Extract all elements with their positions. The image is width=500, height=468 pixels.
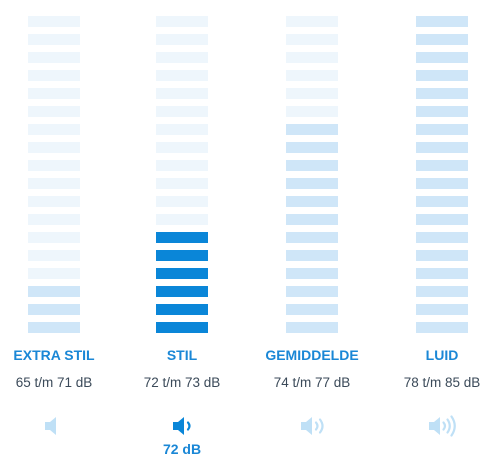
meter-bar bbox=[286, 268, 338, 279]
meter-bar bbox=[416, 16, 468, 27]
level-meter bbox=[156, 16, 208, 340]
meter-bar bbox=[28, 70, 80, 81]
meter-bar bbox=[28, 88, 80, 99]
level-label: LUID bbox=[425, 347, 459, 363]
meter-bar bbox=[156, 160, 208, 171]
meter-bar bbox=[28, 124, 80, 135]
current-reading: 72 dB bbox=[162, 441, 202, 457]
meter-bar bbox=[416, 88, 468, 99]
meter-bar bbox=[416, 232, 468, 243]
meter-bar bbox=[28, 304, 80, 315]
meter-bar bbox=[416, 160, 468, 171]
meter-bar bbox=[28, 106, 80, 117]
meter-bar bbox=[28, 52, 80, 63]
meter-bar-active bbox=[156, 286, 208, 297]
meter-bar bbox=[286, 304, 338, 315]
meter-bar bbox=[286, 286, 338, 297]
meter-bar bbox=[416, 304, 468, 315]
meter-bar bbox=[156, 70, 208, 81]
level-range: 78 t/m 85 dB bbox=[403, 375, 481, 390]
meter-bar bbox=[156, 52, 208, 63]
meter-bar bbox=[28, 322, 80, 333]
meter-bar bbox=[28, 160, 80, 171]
meter-bar bbox=[416, 106, 468, 117]
meter-bar-active bbox=[156, 232, 208, 243]
meter-bar bbox=[28, 16, 80, 27]
meter-bar bbox=[286, 142, 338, 153]
meter-bar bbox=[416, 70, 468, 81]
level-column-stil: STIL 72 t/m 73 dB 72 dB bbox=[128, 0, 258, 468]
level-column-luid: LUID 78 t/m 85 dB bbox=[388, 0, 500, 468]
meter-bar bbox=[416, 178, 468, 189]
meter-bar bbox=[286, 178, 338, 189]
meter-bar bbox=[156, 16, 208, 27]
meter-bar bbox=[156, 34, 208, 45]
meter-bar bbox=[28, 250, 80, 261]
meter-bar bbox=[416, 124, 468, 135]
meter-bar bbox=[286, 160, 338, 171]
meter-bar bbox=[156, 142, 208, 153]
meter-bar bbox=[156, 124, 208, 135]
meter-bar bbox=[28, 286, 80, 297]
meter-bar bbox=[286, 196, 338, 207]
meter-bar bbox=[28, 214, 80, 225]
meter-bar bbox=[286, 214, 338, 225]
level-range: 74 t/m 77 dB bbox=[273, 375, 351, 390]
meter-bar bbox=[416, 286, 468, 297]
meter-bar bbox=[286, 232, 338, 243]
level-column-gemiddelde: GEMIDDELDE 74 t/m 77 dB bbox=[258, 0, 388, 468]
meter-bar bbox=[156, 214, 208, 225]
speaker-three-waves-icon[interactable] bbox=[427, 410, 459, 442]
meter-bar-active bbox=[156, 250, 208, 261]
meter-bar bbox=[156, 196, 208, 207]
level-label: STIL bbox=[166, 347, 198, 363]
speaker-one-wave-icon[interactable] bbox=[167, 410, 199, 442]
meter-bar-active bbox=[156, 322, 208, 333]
meter-bar bbox=[286, 70, 338, 81]
level-label: EXTRA STIL bbox=[13, 347, 95, 363]
meter-bar bbox=[416, 268, 468, 279]
meter-bar bbox=[286, 250, 338, 261]
meter-bar bbox=[28, 268, 80, 279]
meter-bar bbox=[286, 106, 338, 117]
speaker-two-waves-icon[interactable] bbox=[297, 410, 329, 442]
level-meter bbox=[28, 16, 80, 340]
meter-bar bbox=[156, 88, 208, 99]
meter-bar bbox=[28, 142, 80, 153]
meter-bar-active bbox=[156, 268, 208, 279]
meter-bar bbox=[416, 196, 468, 207]
meter-bar bbox=[286, 322, 338, 333]
meter-bar bbox=[416, 322, 468, 333]
meter-bar bbox=[416, 214, 468, 225]
meter-bar bbox=[28, 34, 80, 45]
meter-bar bbox=[286, 88, 338, 99]
meter-bar bbox=[286, 52, 338, 63]
level-meter bbox=[286, 16, 338, 340]
level-range: 72 t/m 73 dB bbox=[143, 375, 221, 390]
meter-bar bbox=[286, 124, 338, 135]
level-label: GEMIDDELDE bbox=[265, 347, 359, 363]
meter-bar bbox=[286, 16, 338, 27]
meter-bar-active bbox=[156, 304, 208, 315]
level-meter bbox=[416, 16, 468, 340]
meter-bar bbox=[156, 106, 208, 117]
meter-bar bbox=[28, 196, 80, 207]
speaker-muted-icon[interactable] bbox=[39, 410, 71, 442]
meter-bar bbox=[416, 52, 468, 63]
level-range: 65 t/m 71 dB bbox=[15, 375, 93, 390]
meter-bar bbox=[286, 34, 338, 45]
meter-bar bbox=[416, 34, 468, 45]
meter-bar bbox=[416, 250, 468, 261]
meter-bar bbox=[156, 178, 208, 189]
meter-bar bbox=[28, 232, 80, 243]
meter-bar bbox=[28, 178, 80, 189]
meter-bar bbox=[416, 142, 468, 153]
level-column-extra-stil: EXTRA STIL 65 t/m 71 dB bbox=[0, 0, 130, 468]
